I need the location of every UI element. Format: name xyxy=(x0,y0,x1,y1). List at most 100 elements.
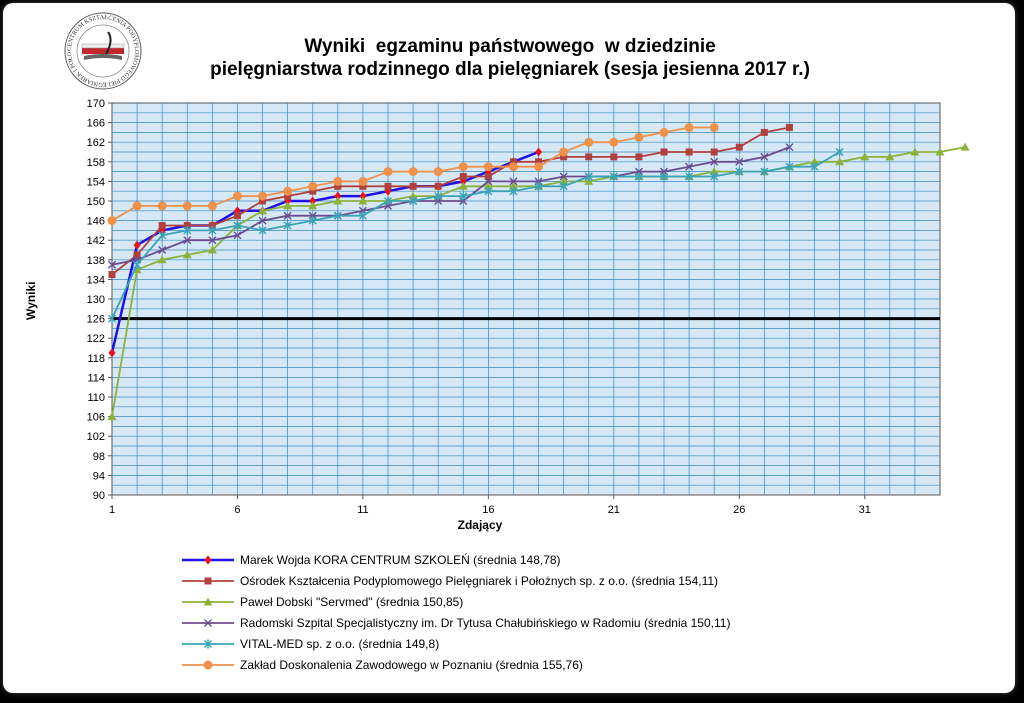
data-point xyxy=(459,191,468,201)
data-point xyxy=(384,182,392,190)
data-point xyxy=(709,167,719,176)
data-point xyxy=(860,152,870,161)
legend-item-label: Marek Wojda KORA CENTRUM SZKOLEŃ (średni… xyxy=(240,553,561,567)
data-point xyxy=(158,230,167,240)
legend-item-label: Radomski Szpital Specjalistyczny im. Dr … xyxy=(240,616,731,630)
data-point xyxy=(609,137,619,147)
data-point xyxy=(358,211,367,221)
data-point xyxy=(610,153,618,161)
data-point xyxy=(785,143,794,152)
y-tick-label: 90 xyxy=(93,490,105,502)
data-point xyxy=(684,123,694,132)
data-point xyxy=(309,187,317,195)
data-point xyxy=(408,191,418,200)
data-point xyxy=(509,158,517,166)
data-point xyxy=(509,177,518,186)
legend-item-label: VITAL-MED sp. z o.o. (średnia 149,8) xyxy=(240,637,440,651)
data-point xyxy=(283,221,292,230)
data-point xyxy=(207,201,217,211)
data-point xyxy=(835,157,845,166)
data-point xyxy=(133,260,142,270)
data-point xyxy=(760,152,769,161)
data-point xyxy=(685,172,694,181)
y-tick-label: 118 xyxy=(87,353,105,365)
legend-swatch xyxy=(182,660,234,670)
legend-item-label: Paweł Dobski "Servmed" (średnia 150,85) xyxy=(240,595,464,609)
data-point xyxy=(885,152,895,161)
data-point xyxy=(459,173,467,180)
y-tick-label: 138 xyxy=(87,255,105,267)
data-point xyxy=(685,148,693,156)
data-point xyxy=(158,246,167,254)
data-point xyxy=(308,201,318,210)
data-point xyxy=(559,181,568,191)
data-point xyxy=(233,231,242,240)
series-2 xyxy=(108,124,793,278)
data-point xyxy=(183,236,192,245)
data-point xyxy=(284,192,292,200)
x-tick-label: 6 xyxy=(234,504,240,516)
data-point xyxy=(108,348,116,358)
x-tick-label: 31 xyxy=(859,504,871,516)
logo-seal: CENTRUM KSZTAŁCENIA PODYPLOMOWEGO PIELĘG… xyxy=(62,10,142,90)
data-point xyxy=(560,153,568,161)
data-point xyxy=(960,142,970,151)
data-point xyxy=(508,162,518,172)
data-point xyxy=(308,181,318,191)
data-point xyxy=(433,167,443,177)
data-point xyxy=(232,191,242,201)
data-point xyxy=(108,260,116,269)
y-tick-label: 114 xyxy=(87,372,105,384)
data-point xyxy=(634,132,644,142)
data-point xyxy=(559,147,569,157)
data-point xyxy=(207,245,217,254)
series-5 xyxy=(108,147,844,324)
data-point xyxy=(158,222,166,229)
data-point xyxy=(283,201,293,210)
data-point xyxy=(835,147,844,157)
data-point xyxy=(308,216,317,226)
legend-swatch xyxy=(182,639,234,649)
data-point xyxy=(785,162,794,172)
data-point xyxy=(133,240,141,250)
data-point xyxy=(409,182,417,190)
y-tick-label: 170 xyxy=(87,98,105,110)
data-point xyxy=(484,186,493,196)
data-point xyxy=(259,197,267,205)
y-tick-label: 162 xyxy=(87,137,105,149)
data-point xyxy=(108,314,116,324)
data-point xyxy=(935,147,945,156)
data-point xyxy=(760,128,768,136)
data-point xyxy=(208,225,217,235)
data-point xyxy=(508,181,518,190)
data-point xyxy=(709,123,719,132)
data-point xyxy=(333,211,342,221)
data-point xyxy=(309,196,317,206)
data-point xyxy=(584,172,593,181)
y-tick-label: 150 xyxy=(87,196,105,208)
series-4 xyxy=(108,143,794,269)
data-point xyxy=(283,211,292,220)
data-point xyxy=(409,196,418,206)
data-point xyxy=(760,167,769,177)
chart-title: Wyniki egzaminu państwowego w dziedzinie… xyxy=(150,35,870,81)
data-point xyxy=(383,167,393,177)
data-point xyxy=(183,222,191,229)
data-point xyxy=(735,143,743,151)
series-line xyxy=(111,126,790,276)
data-point xyxy=(183,225,192,235)
y-tick-label: 134 xyxy=(87,274,105,286)
data-point xyxy=(660,172,668,181)
chart-title-line-2: pielęgniarstwa rodzinnego dla pielęgniar… xyxy=(210,59,810,80)
y-tick-label: 122 xyxy=(87,333,105,345)
x-tick-label: 26 xyxy=(733,504,745,516)
data-point xyxy=(133,251,141,259)
legend-item-label: Ośrodek Kształcenia Podyplomowego Pielęg… xyxy=(240,574,719,588)
data-point xyxy=(458,162,468,172)
data-point xyxy=(735,157,744,166)
data-point xyxy=(534,162,544,172)
data-point xyxy=(458,181,468,190)
x-tick-label: 1 xyxy=(109,504,115,516)
data-point xyxy=(434,191,443,201)
data-point xyxy=(810,157,820,166)
